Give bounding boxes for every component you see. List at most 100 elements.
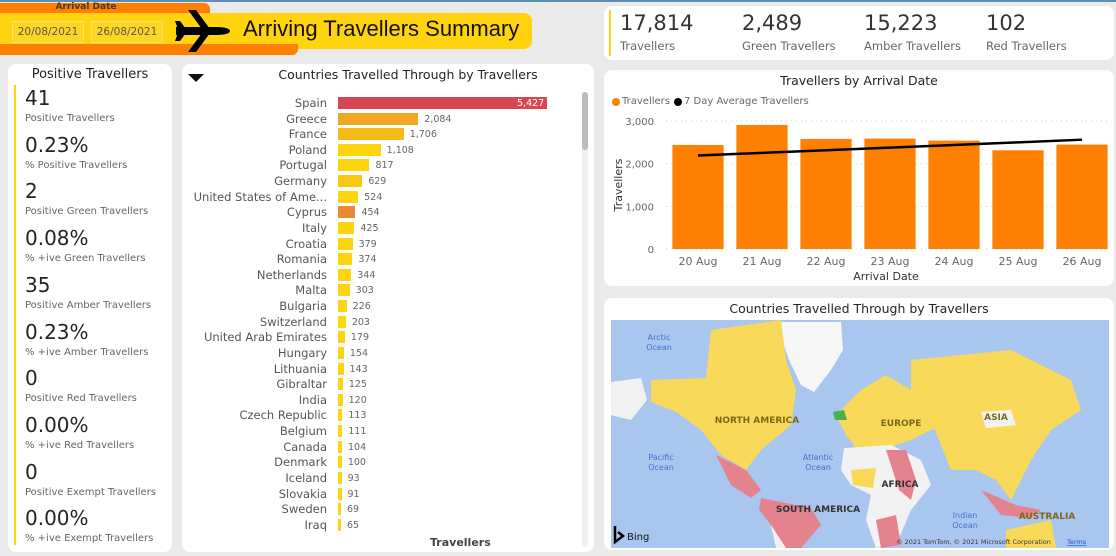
- country-bar[interactable]: [338, 300, 347, 313]
- map-card: Countries Travelled Through by Traveller…: [604, 298, 1114, 550]
- scrollbar-thumb[interactable]: [582, 92, 588, 150]
- page-title: Arriving Travellers Summary: [243, 16, 520, 41]
- legend-travellers-marker: [612, 97, 620, 106]
- positive-stat-label: % Positive Travellers: [25, 159, 128, 171]
- positive-stat-value: 0.00%: [25, 506, 89, 531]
- label-africa: AFRICA: [882, 480, 919, 490]
- country-bar[interactable]: [338, 331, 345, 344]
- country-bar[interactable]: [338, 143, 381, 156]
- scrollbar[interactable]: [582, 92, 588, 547]
- country-bar[interactable]: [338, 362, 344, 375]
- country-value-label: 100: [347, 457, 366, 469]
- countries-bar-chart-card: Countries Travelled Through by Traveller…: [182, 64, 594, 552]
- y-axis-title: Travellers: [612, 158, 625, 212]
- country-label: Greece: [286, 111, 327, 126]
- positive-stat-label: % +ive Red Travellers: [25, 439, 135, 451]
- country-value-label: 629: [368, 176, 387, 188]
- country-value-label: 113: [348, 410, 367, 422]
- world-map[interactable]: Arctic Ocean Pacific Ocean Atlantic Ocean I…: [611, 320, 1109, 548]
- country-bar[interactable]: [338, 253, 353, 266]
- country-bar[interactable]: [338, 393, 343, 406]
- country-bar[interactable]: [338, 518, 341, 531]
- top-border: [0, 0, 1116, 2]
- y-tick-label: 1,000: [625, 202, 654, 213]
- country-value-label: 120: [348, 394, 367, 406]
- country-bar[interactable]: [338, 237, 353, 250]
- country-bar[interactable]: [338, 284, 350, 297]
- x-tick-label: 23 Aug: [871, 255, 910, 268]
- country-bar[interactable]: [338, 128, 404, 141]
- country-bar[interactable]: [338, 268, 352, 281]
- country-bar[interactable]: [338, 206, 356, 219]
- positive-stat-label: Positive Green Travellers: [25, 206, 149, 218]
- positive-stat-value: 35: [25, 272, 51, 297]
- country-label: Netherlands: [256, 267, 327, 282]
- country-bar[interactable]: [338, 159, 370, 172]
- start-date-input[interactable]: 20/08/2021: [12, 21, 84, 43]
- country-value-label: 344: [357, 269, 376, 281]
- header-band: [0, 3, 210, 15]
- x-axis-title: Arrival Date: [853, 270, 919, 283]
- country-bar[interactable]: [338, 487, 342, 500]
- label-australia: AUSTRALIA: [1019, 512, 1076, 522]
- bing-logo-icon: [613, 526, 626, 545]
- country-label: Malta: [295, 283, 327, 298]
- positive-stat-value: 0: [25, 459, 38, 484]
- legend-travellers: Travellers: [622, 96, 670, 107]
- label-asia: ASIA: [984, 413, 1008, 423]
- country-label: Iceland: [285, 470, 327, 485]
- country-value-label: 5,427: [517, 98, 545, 109]
- country-label: Spain: [294, 96, 327, 110]
- y-tick-label: 3,000: [625, 117, 654, 128]
- accent-bar: [14, 85, 16, 545]
- positive-stat-label: Positive Exempt Travellers: [25, 486, 156, 498]
- country-bar[interactable]: [338, 112, 419, 125]
- country-bar[interactable]: [338, 471, 342, 484]
- positive-stat-label: % +ive Exempt Travellers: [25, 533, 154, 545]
- country-bar[interactable]: [338, 456, 342, 469]
- chart-title: Countries Travelled Through by Traveller…: [278, 67, 538, 82]
- country-value-label: 125: [348, 379, 367, 391]
- positive-stat-label: % +ive Green Travellers: [25, 253, 146, 265]
- country-bar[interactable]: [338, 315, 346, 328]
- column-chart: 0 1,000 2,000 3,000 20 Aug 21 Aug 22 Aug 23 Aug…: [612, 117, 1110, 283]
- x-tick-label: 25 Aug: [999, 255, 1038, 268]
- country-value-label: 1,706: [409, 129, 437, 141]
- map-terms-link[interactable]: Terms: [1066, 538, 1087, 546]
- country-bar[interactable]: [338, 440, 342, 453]
- bing-brand: Bing: [627, 532, 649, 543]
- country-bar[interactable]: [338, 378, 343, 391]
- country-bar[interactable]: [338, 175, 363, 188]
- country-bar[interactable]: [338, 221, 355, 234]
- country-value-label: 817: [375, 160, 394, 172]
- drill-down-icon[interactable]: [188, 74, 204, 84]
- country-bar[interactable]: [338, 425, 343, 438]
- kpi-amber-label: Amber Travellers: [864, 39, 962, 53]
- country-label: Iraq: [304, 517, 327, 532]
- country-bar[interactable]: [338, 346, 344, 359]
- country-bar[interactable]: [338, 409, 343, 422]
- label-pacific-ocean: Pacific Ocean: [648, 453, 674, 472]
- column-bar: [928, 140, 980, 249]
- positive-stat-value: 0: [25, 366, 38, 391]
- column-bar: [736, 125, 788, 249]
- country-bar[interactable]: [338, 190, 359, 203]
- country-label: India: [298, 392, 327, 407]
- kpi-red-label: Red Travellers: [986, 39, 1067, 53]
- country-value-label: 104: [348, 441, 367, 453]
- country-value-label: 69: [347, 504, 360, 516]
- country-label: Italy: [302, 220, 327, 235]
- y-tick-label: 0: [648, 245, 654, 256]
- positive-stat-value: 0.23%: [25, 319, 89, 344]
- country-bar[interactable]: [338, 97, 547, 109]
- chart-title: Travellers by Arrival Date: [780, 73, 938, 88]
- positive-stat-label: Positive Travellers: [25, 113, 115, 124]
- kpi-green-label: Green Travellers: [742, 39, 836, 53]
- country-value-label: 143: [349, 363, 368, 375]
- end-date-input[interactable]: 26/08/2021: [91, 21, 163, 43]
- country-bar[interactable]: [338, 503, 341, 516]
- kpi-green-value: 2,489: [742, 11, 803, 35]
- kpi-travellers-value: 17,814: [620, 11, 694, 35]
- positive-stat-label: Positive Red Travellers: [25, 393, 137, 405]
- column-bar: [864, 138, 916, 249]
